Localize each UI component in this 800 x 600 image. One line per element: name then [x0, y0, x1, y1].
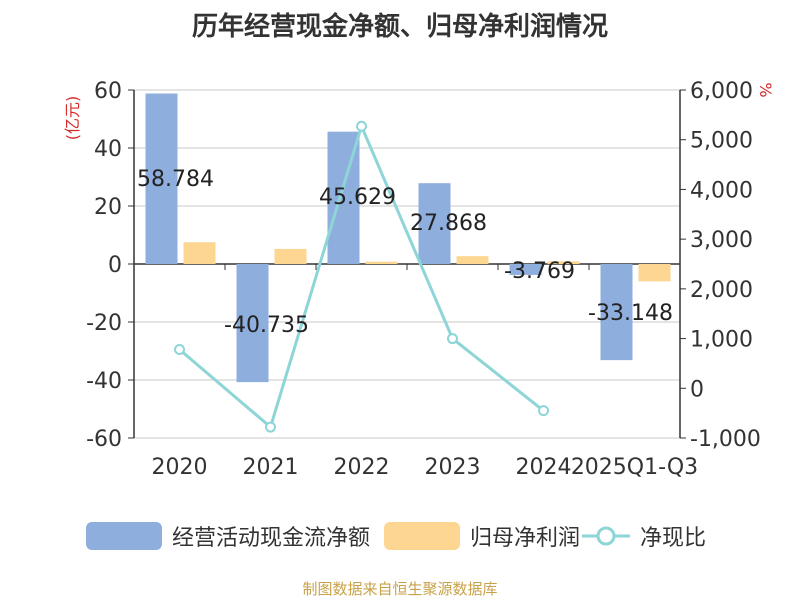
- line-ratio-point: [265, 421, 276, 433]
- data-label-cash: -33.148: [588, 301, 673, 326]
- bar-profit: [183, 242, 216, 264]
- legend-label-cash: 经营活动现金流净额: [172, 526, 371, 551]
- bar-profit: [365, 261, 398, 264]
- source-note: 制图数据来自恒生聚源数据库: [302, 580, 498, 598]
- bar-cash: [418, 183, 451, 264]
- legend-item-profit[interactable]: 归母净利润: [384, 516, 580, 556]
- y-right-tick-label: 6,000: [690, 79, 753, 104]
- data-label-cash: -40.735: [224, 313, 309, 338]
- data-label-cash: -3.769: [504, 259, 575, 284]
- line-ratio-point: [174, 344, 185, 356]
- x-tick-label: 2024: [516, 455, 572, 480]
- y-left-tick-label: -20: [86, 311, 122, 336]
- legend-label-profit: 归母净利润: [470, 526, 581, 551]
- y-left-unit-label: (亿元): [63, 96, 82, 141]
- y-left-tick-label: 0: [108, 253, 122, 278]
- x-tick-label: 2025Q1-Q3: [571, 455, 698, 480]
- y-left-tick-label: -40: [86, 369, 122, 394]
- legend-item-ratio[interactable]: 净现比: [582, 516, 706, 556]
- y-right-tick-label: 1,000: [690, 328, 753, 353]
- legend-label-ratio: 净现比: [640, 526, 707, 551]
- y-right-unit-label: %: [756, 82, 775, 97]
- line-ratio: [178, 121, 545, 430]
- x-tick-label: 2020: [152, 455, 208, 480]
- line-ratio-point: [538, 405, 549, 417]
- bar-profit: [547, 261, 580, 264]
- line-ratio-point: [356, 120, 367, 132]
- y-right-tick-label: 3,000: [690, 228, 753, 253]
- x-tick-label: 2023: [425, 455, 481, 480]
- bar-profit: [456, 256, 489, 264]
- legend-item-cash[interactable]: 经营活动现金流净额: [86, 516, 370, 556]
- bar-cash: [509, 264, 542, 275]
- y-left-tick-label: -60: [86, 427, 122, 452]
- bar-cash: [236, 264, 269, 383]
- x-tick-label: 2022: [334, 455, 390, 480]
- y-right-tick-label: -1,000: [690, 427, 761, 452]
- y-right-tick-label: 4,000: [690, 178, 753, 203]
- bar-cash: [600, 264, 633, 361]
- legend: 经营活动现金流净额 归母净利润 净现比: [0, 516, 800, 556]
- data-label-cash: 45.629: [319, 185, 396, 210]
- y-right-tick-label: 5,000: [690, 129, 753, 154]
- y-right-tick-label: 0: [690, 377, 704, 402]
- y-right-tick-label: 2,000: [690, 278, 753, 303]
- data-label-cash: 27.868: [410, 211, 487, 236]
- x-tick-label: 2021: [243, 455, 299, 480]
- bar-profit: [274, 248, 307, 264]
- y-left-tick-label: 20: [94, 195, 122, 220]
- bar-profit: [638, 264, 671, 282]
- bar-cash: [145, 93, 178, 264]
- data-label-cash: 58.784: [137, 167, 214, 192]
- legend-swatch-cash: [86, 522, 162, 550]
- legend-swatch-profit: [384, 522, 460, 550]
- line-ratio-point: [447, 333, 458, 345]
- y-left-tick-label: 40: [94, 137, 122, 162]
- legend-swatch-ratio: [582, 526, 630, 546]
- y-left-tick-label: 60: [94, 79, 122, 104]
- chart-title: 历年经营现金净额、归母净利润情况: [191, 12, 608, 42]
